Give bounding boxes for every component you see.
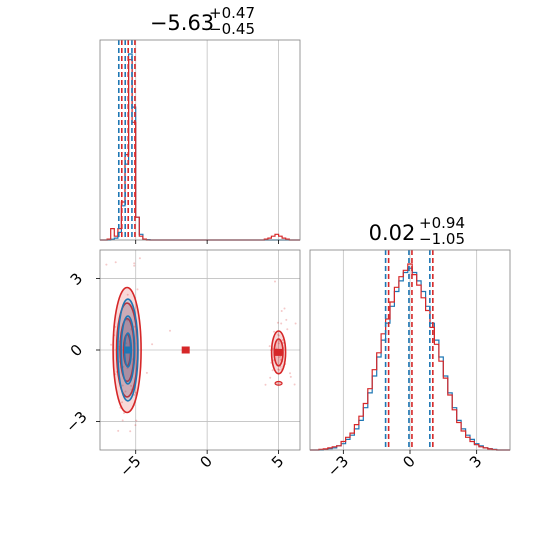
- scatter-point: [277, 333, 279, 336]
- y-tick-label: 3: [67, 269, 86, 288]
- contour-island: [274, 380, 283, 386]
- axes-frame: [99, 39, 301, 241]
- y-tick-label: −3: [62, 408, 90, 436]
- scatter-point: [138, 257, 141, 260]
- x-tick-label: −5: [116, 452, 144, 480]
- scatter-point: [280, 322, 283, 325]
- histogram-series-series_b: [310, 263, 510, 451]
- scatter-point: [124, 390, 127, 393]
- scatter-point: [279, 358, 282, 361]
- x-tick-label: 5: [268, 452, 287, 471]
- scatter-point: [121, 401, 124, 404]
- marker-series_a: [123, 346, 132, 354]
- x-tick-label: 0: [399, 452, 418, 471]
- marginal-histogram-param-1: [99, 39, 301, 244]
- scatter-point: [135, 419, 138, 422]
- scatter-point: [280, 310, 283, 312]
- marker-series_b: [181, 346, 190, 354]
- scatter-point: [278, 368, 281, 371]
- scatter-points: [105, 257, 297, 433]
- scatter-point: [121, 384, 124, 387]
- scatter-point: [293, 383, 296, 386]
- joint-contour-panel: −5 0 5 −3 0 3: [62, 249, 301, 480]
- scatter-point: [121, 419, 124, 422]
- scatter-point: [276, 321, 279, 324]
- title-upper-error: +0.47: [209, 4, 255, 22]
- scatter-point: [130, 384, 133, 387]
- y-tick-label: 0: [67, 341, 86, 360]
- marker-series_b: [274, 348, 283, 356]
- scatter-point: [271, 369, 274, 372]
- title-upper-error: +0.94: [419, 214, 465, 232]
- scatter-point: [289, 375, 292, 378]
- scatter-point: [273, 330, 276, 333]
- title-value: −5.63: [150, 11, 214, 35]
- scatter-point: [279, 365, 282, 368]
- scatter-point: [133, 262, 136, 265]
- scatter-point: [114, 261, 117, 264]
- scatter-point: [133, 264, 136, 267]
- scatter-point: [133, 325, 136, 328]
- marginal-histogram-param-2: −3 0 3: [309, 249, 511, 480]
- scatter-point: [169, 329, 171, 332]
- scatter-point: [283, 307, 286, 310]
- x-tick-label: 3: [466, 452, 485, 471]
- scatter-point: [126, 319, 129, 322]
- scatter-point: [145, 371, 148, 374]
- x-tick-label: −3: [324, 452, 352, 480]
- scatter-point: [286, 328, 289, 331]
- histogram-series-series_a: [100, 53, 300, 241]
- scatter-point: [268, 345, 271, 348]
- scatter-point: [278, 356, 281, 359]
- title-lower-error: −0.45: [209, 20, 255, 38]
- title-value: 0.02: [369, 221, 416, 245]
- scatter-point: [282, 341, 285, 344]
- scatter-point: [285, 318, 288, 321]
- histogram-series-series_b: [100, 59, 300, 241]
- histogram-series-series_a: [310, 267, 510, 451]
- title-lower-error: −1.05: [419, 230, 465, 248]
- scatter-point: [274, 280, 276, 283]
- scatter-point: [134, 424, 137, 427]
- scatter-point: [277, 342, 280, 345]
- scatter-point: [264, 383, 267, 386]
- scatter-point: [277, 368, 280, 371]
- scatter-point: [129, 430, 132, 433]
- scatter-point: [110, 343, 113, 346]
- scatter-point: [281, 339, 284, 341]
- scatter-point: [289, 372, 291, 375]
- scatter-point: [126, 293, 129, 296]
- scatter-point: [117, 429, 120, 432]
- scatter-point: [278, 334, 280, 337]
- panel-titles: −5.63+0.47−0.45 0.02 +0.94−1.05: [150, 4, 465, 248]
- scatter-point: [294, 322, 297, 325]
- x-tick-label: 0: [196, 452, 215, 471]
- scatter-point: [123, 412, 125, 415]
- scatter-point: [136, 288, 139, 291]
- scatter-point: [105, 263, 108, 266]
- scatter-point: [126, 367, 129, 370]
- scatter-point: [151, 343, 154, 346]
- scatter-point: [269, 376, 272, 379]
